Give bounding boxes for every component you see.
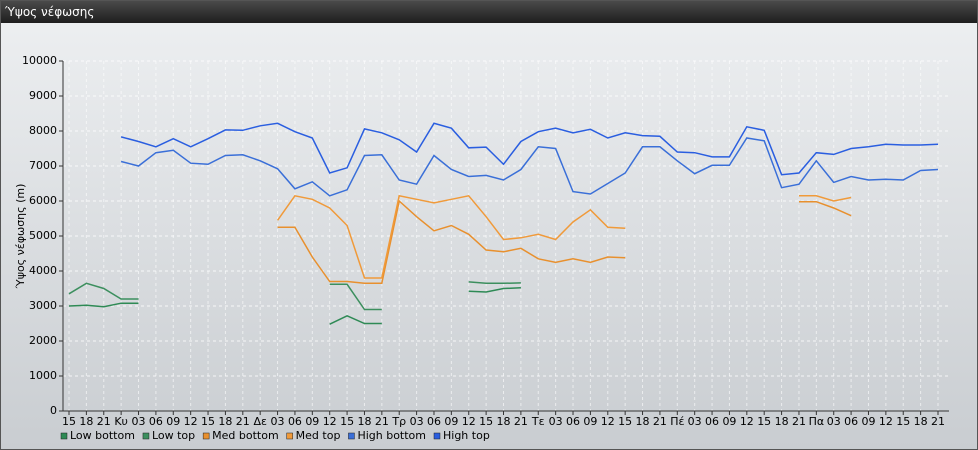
x-tick-label: Πέ [670, 415, 684, 428]
x-tick-label: Κυ [114, 415, 128, 428]
y-tick-label: 4000 [29, 264, 57, 277]
x-tick-label: 03 [271, 415, 285, 428]
y-tick-label: 10000 [22, 54, 57, 67]
y-tick-label: 8000 [29, 124, 57, 137]
x-tick-label: 21 [792, 415, 806, 428]
x-tick-label: 06 [288, 415, 302, 428]
x-tick-label: 21 [653, 415, 667, 428]
x-tick-label: 21 [514, 415, 528, 428]
x-tick-label: 21 [931, 415, 945, 428]
legend-label: High bottom [357, 429, 426, 442]
x-tick-label: 15 [62, 415, 76, 428]
x-tick-label: 03 [410, 415, 424, 428]
x-tick-label: 06 [705, 415, 719, 428]
x-tick-label: 09 [583, 415, 597, 428]
legend-label: Med top [296, 429, 341, 442]
x-tick-label: 12 [601, 415, 615, 428]
legend-marker [60, 432, 68, 440]
x-tick-label: 15 [340, 415, 354, 428]
x-tick-label: 12 [323, 415, 337, 428]
x-tick-label: 18 [636, 415, 650, 428]
y-tick-label: 6000 [29, 194, 57, 207]
x-tick-label: Τρ [391, 415, 406, 428]
series-line [68, 287, 521, 325]
x-tick-label: 03 [132, 415, 146, 428]
y-tick-label: 1000 [29, 369, 57, 382]
x-tick-label: 18 [79, 415, 93, 428]
window-title: Ύψος νέφωσης [1, 1, 977, 23]
x-tick-label: Τε [531, 415, 545, 428]
legend-marker [202, 432, 210, 440]
x-tick-label: 18 [914, 415, 928, 428]
x-tick-label: 18 [357, 415, 371, 428]
series-line [120, 137, 939, 197]
x-tick-label: 15 [479, 415, 493, 428]
x-tick-label: 03 [688, 415, 702, 428]
x-tick-label: 21 [236, 415, 250, 428]
x-tick-label: 18 [775, 415, 789, 428]
y-tick-label: 5000 [29, 229, 57, 242]
x-tick-label: 03 [549, 415, 563, 428]
x-tick-label: 15 [618, 415, 632, 428]
x-tick-label: 09 [305, 415, 319, 428]
y-axis-label: Ύψος νέφωσης (m) [14, 184, 27, 290]
y-tick-label: 7000 [29, 159, 57, 172]
series-line [68, 281, 521, 311]
x-tick-label: 18 [497, 415, 511, 428]
x-tick-label: 12 [879, 415, 893, 428]
legend-marker [348, 432, 355, 440]
x-tick-label: 12 [462, 415, 476, 428]
y-tick-label: 9000 [29, 89, 57, 102]
legend-marker [433, 432, 441, 440]
x-tick-label: 18 [218, 415, 232, 428]
series-line [120, 122, 939, 176]
y-tick-label: 3000 [29, 299, 57, 312]
x-tick-label: 15 [757, 415, 771, 428]
x-tick-label: 12 [740, 415, 754, 428]
legend-label: Low bottom [70, 429, 135, 442]
legend-label: Med bottom [212, 429, 279, 442]
legend-marker [286, 432, 293, 440]
series-line [277, 199, 852, 285]
x-tick-label: Πα [809, 415, 825, 428]
x-tick-label: 09 [861, 415, 875, 428]
legend-label: High top [443, 429, 490, 442]
chart: 0 1000 2000 3000 4000 5000 6000 7000 8000 9000 100… [14, 54, 949, 442]
legend-label: Low top [152, 429, 195, 442]
x-tick-label: 15 [201, 415, 215, 428]
y-tick-label: 0 [50, 404, 57, 417]
x-tick-label: 06 [149, 415, 163, 428]
x-tick-label: 15 [896, 415, 910, 428]
x-tick-label: 03 [827, 415, 841, 428]
x-tick-label: 06 [566, 415, 580, 428]
x-tick-label: 09 [722, 415, 736, 428]
x-tick-label: 06 [844, 415, 858, 428]
x-tick-label: 06 [427, 415, 441, 428]
x-tick-label: Δε [253, 415, 267, 428]
x-tick-label: 09 [444, 415, 458, 428]
legend-marker [142, 432, 150, 440]
x-tick-label: 21 [375, 415, 389, 428]
y-tick-label: 2000 [29, 334, 57, 347]
x-tick-label: 12 [184, 415, 198, 428]
x-tick-label: 09 [166, 415, 180, 428]
x-tick-label: 21 [97, 415, 111, 428]
series-line [276, 194, 852, 279]
